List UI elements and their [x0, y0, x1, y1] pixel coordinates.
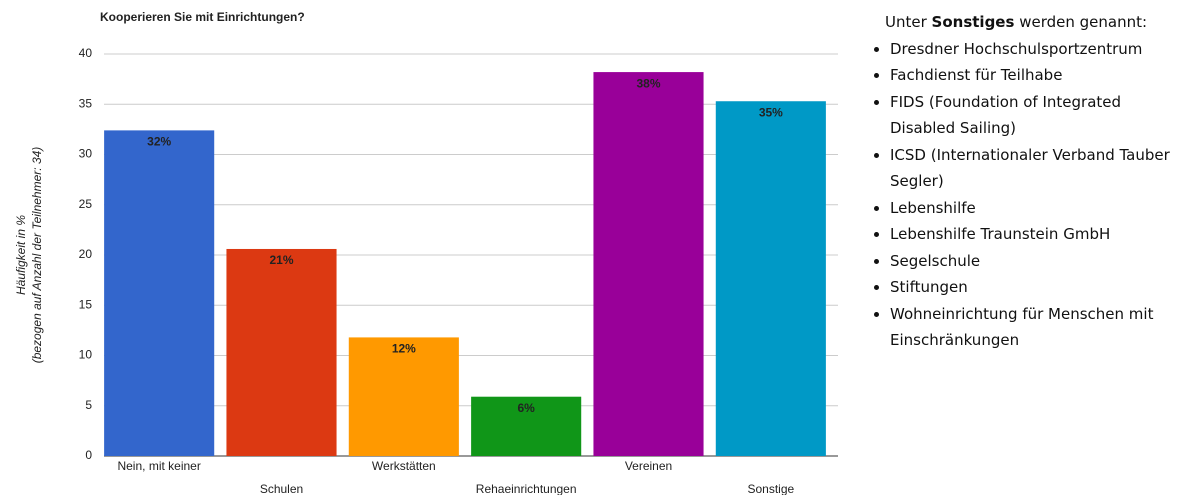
list-item: Dresdner Hochschulsportzentrum: [890, 36, 1178, 63]
list-item: Segelschule: [890, 248, 1178, 275]
list-item: Lebenshilfe: [890, 195, 1178, 222]
value-label: 12%: [392, 342, 416, 356]
y-tick-label: 20: [79, 247, 93, 261]
list-item: Fachdienst für Teilhabe: [890, 62, 1178, 89]
y-axis-label: (bezogen auf Anzahl der Teilnehmer: 34): [30, 147, 44, 364]
list: Dresdner HochschulsportzentrumFachdienst…: [868, 36, 1178, 354]
bar: [715, 101, 826, 457]
bar: [348, 337, 459, 456]
sidebar: Unter Sonstiges werden genannt: Dresdner…: [868, 9, 1178, 354]
x-tick-label: Nein, mit keiner: [117, 459, 200, 473]
intro: Unter Sonstiges werden genannt:: [868, 9, 1178, 36]
chart-title: Kooperieren Sie mit Einrichtungen?: [100, 10, 305, 24]
intro-bold: Sonstiges: [931, 13, 1015, 31]
x-tick-label: Vereinen: [625, 459, 672, 473]
x-tick-label: Schulen: [260, 482, 303, 495]
value-label: 35%: [759, 105, 783, 119]
y-tick-label: 30: [79, 147, 93, 161]
bar: [226, 248, 337, 456]
intro-text: werden genannt:: [1019, 13, 1148, 31]
list-item: Lebenshilfe Traunstein GmbH: [890, 221, 1178, 248]
y-axis-label: Häufigkeit in %: [14, 215, 28, 295]
x-tick-label: Sonstige: [747, 482, 794, 495]
y-tick-label: 40: [79, 46, 93, 60]
list-item: FIDS (Foundation of Integrated Disabled …: [890, 89, 1178, 142]
list-item: ICSD (Internationaler Verband Tauber Seg…: [890, 142, 1178, 195]
list-item: Stiftungen: [890, 274, 1178, 301]
value-label: 6%: [517, 401, 535, 415]
y-tick-label: 25: [79, 197, 93, 211]
value-label: 32%: [147, 135, 171, 149]
y-tick-label: 5: [85, 398, 92, 412]
bar: [471, 396, 582, 456]
y-tick-label: 0: [85, 448, 92, 462]
x-tick-label: Rehaeinrichtungen: [476, 482, 577, 495]
intro-text: Unter: [885, 13, 927, 31]
y-tick-label: 10: [79, 348, 93, 362]
bar: [593, 72, 704, 456]
y-tick-label: 35: [79, 96, 93, 110]
list-item: Wohneinrichtung für Menschen mit Einschr…: [890, 301, 1178, 354]
x-tick-label: Werkstätten: [372, 459, 436, 473]
value-label: 21%: [269, 253, 293, 267]
value-label: 38%: [636, 76, 660, 90]
chart: Kooperieren Sie mit Einrichtungen? Häufi…: [14, 10, 838, 495]
y-tick-label: 15: [79, 297, 93, 311]
bar: [104, 130, 215, 456]
